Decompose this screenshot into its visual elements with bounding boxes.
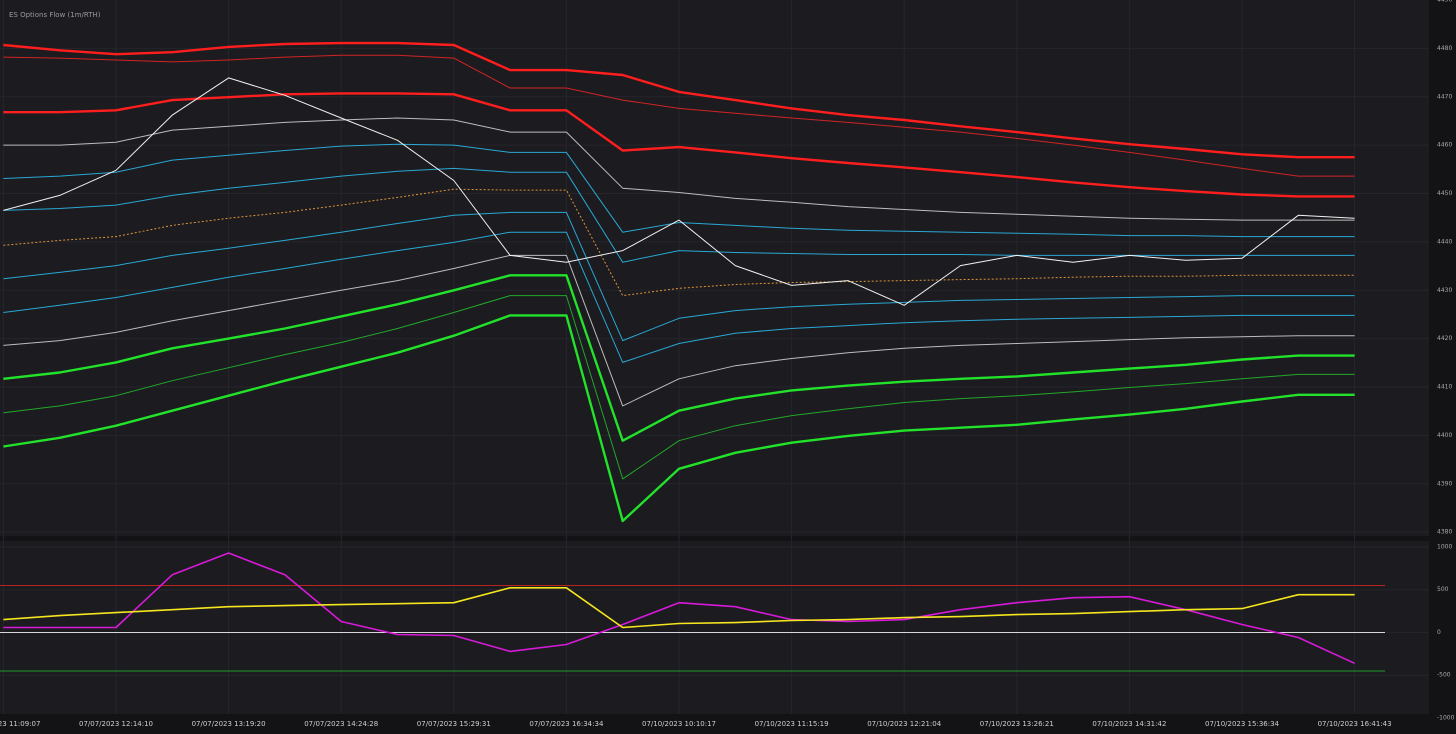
x-tick-label: 07/07/2023 15:29:31 [417,720,491,728]
series-line [3,314,1355,523]
series-line [3,586,1355,629]
series-line [3,117,1355,221]
series-line [3,92,1355,198]
lower-panel [0,541,1429,714]
y-tick-label: 4410 [1437,384,1452,391]
x-tick-label: 07/10/2023 15:36:34 [1205,720,1280,728]
series-line [3,231,1355,363]
x-tick-label: 07/10/2023 10:10:17 [642,720,716,728]
y-tick-label: 0 [1437,629,1441,636]
series-line [3,41,1355,159]
y-tick-label: 500 [1437,586,1449,593]
series-line [3,143,1355,238]
y-tick-label: 4460 [1437,142,1452,149]
y-tick-label: 4390 [1437,480,1452,487]
series-line [3,274,1355,442]
series-line [3,254,1355,407]
series-line [3,552,1355,665]
x-tick-label: 07/07/2023 11:09:07 [0,720,40,728]
y-tick-label: 1000 [1437,543,1452,550]
series-line [3,54,1355,177]
y-tick-label: 4470 [1437,93,1452,100]
y-tick-label: 4420 [1437,335,1452,342]
y-tick-label: 4480 [1437,45,1452,52]
x-tick-label: 07/07/2023 16:34:34 [529,720,604,728]
x-tick-label: 07/10/2023 14:31:42 [1092,720,1166,728]
chart-title: ES Options Flow (1m/RTH) [9,11,101,19]
series-line [3,188,1355,297]
series-line [3,211,1355,342]
y-tick-label: -500 [1437,672,1451,679]
y-tick-label: 4430 [1437,287,1452,294]
x-tick-label: 07/10/2023 16:41:43 [1318,720,1392,728]
x-tick-label: 07/07/2023 13:19:20 [192,720,266,728]
y-tick-label: 4450 [1437,190,1452,197]
series-line [3,295,1355,480]
y-tick-label: -1000 [1437,715,1455,722]
x-tick-label: 07/10/2023 11:15:19 [755,720,829,728]
x-tick-label: 07/07/2023 14:24:28 [304,720,378,728]
y-tick-label: 4440 [1437,238,1452,245]
main-panel [0,0,1429,536]
series-line [3,77,1355,306]
y-tick-label: 4400 [1437,432,1452,439]
y-tick-label: 4380 [1437,529,1452,536]
x-tick-label: 07/10/2023 13:26:21 [980,720,1054,728]
x-tick-label: 07/07/2023 12:14:10 [79,720,153,728]
y-tick-label: 4490 [1437,0,1452,4]
x-tick-label: 07/10/2023 12:21:04 [867,720,942,728]
